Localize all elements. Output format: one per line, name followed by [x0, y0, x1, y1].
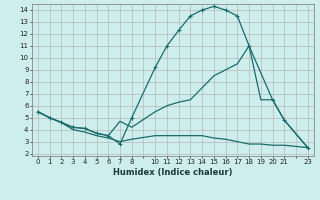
X-axis label: Humidex (Indice chaleur): Humidex (Indice chaleur) — [113, 168, 233, 177]
